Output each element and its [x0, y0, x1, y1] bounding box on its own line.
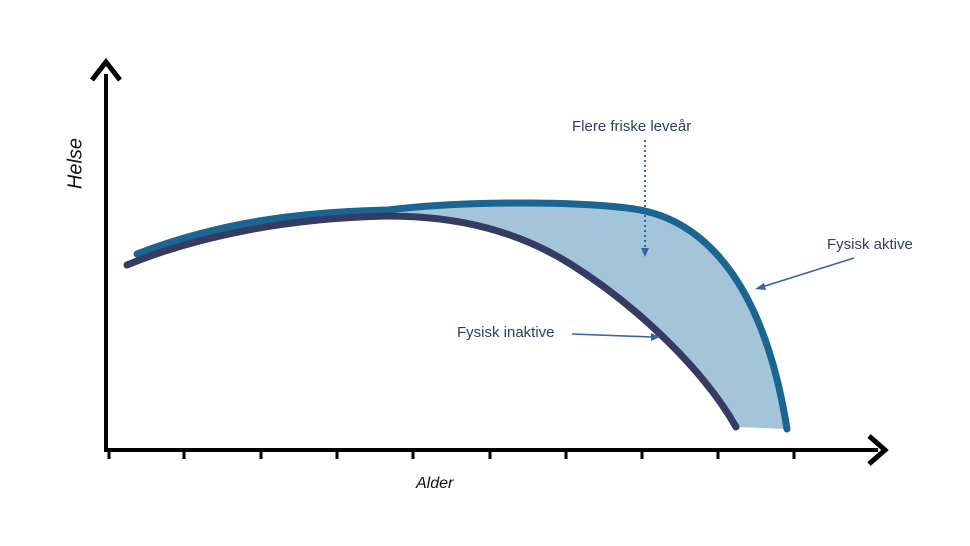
active-curve: [133, 199, 791, 433]
active-pointer-arrow: [761, 257, 855, 288]
inactive-annotation-label: Fysisk inaktive: [457, 324, 555, 341]
healthy-years-gap-area: [388, 203, 787, 429]
x-axis-arrowhead: [867, 434, 889, 466]
inactive-arrowhead: [651, 333, 660, 341]
gap-arrowhead: [641, 248, 649, 257]
y-axis-arrowhead: [90, 57, 122, 82]
x-axis-title: Alder: [416, 475, 454, 492]
inactive-curve: [123, 212, 740, 431]
gap-annotation-label: Flere friske leveår: [572, 118, 692, 135]
y-axis-title: Helse: [64, 137, 87, 190]
active-annotation-label: Fysisk aktive: [827, 236, 913, 253]
inactive-pointer-arrow: [571, 333, 653, 338]
x-axis-ticks: [107, 450, 796, 459]
active-arrowhead: [755, 283, 766, 290]
